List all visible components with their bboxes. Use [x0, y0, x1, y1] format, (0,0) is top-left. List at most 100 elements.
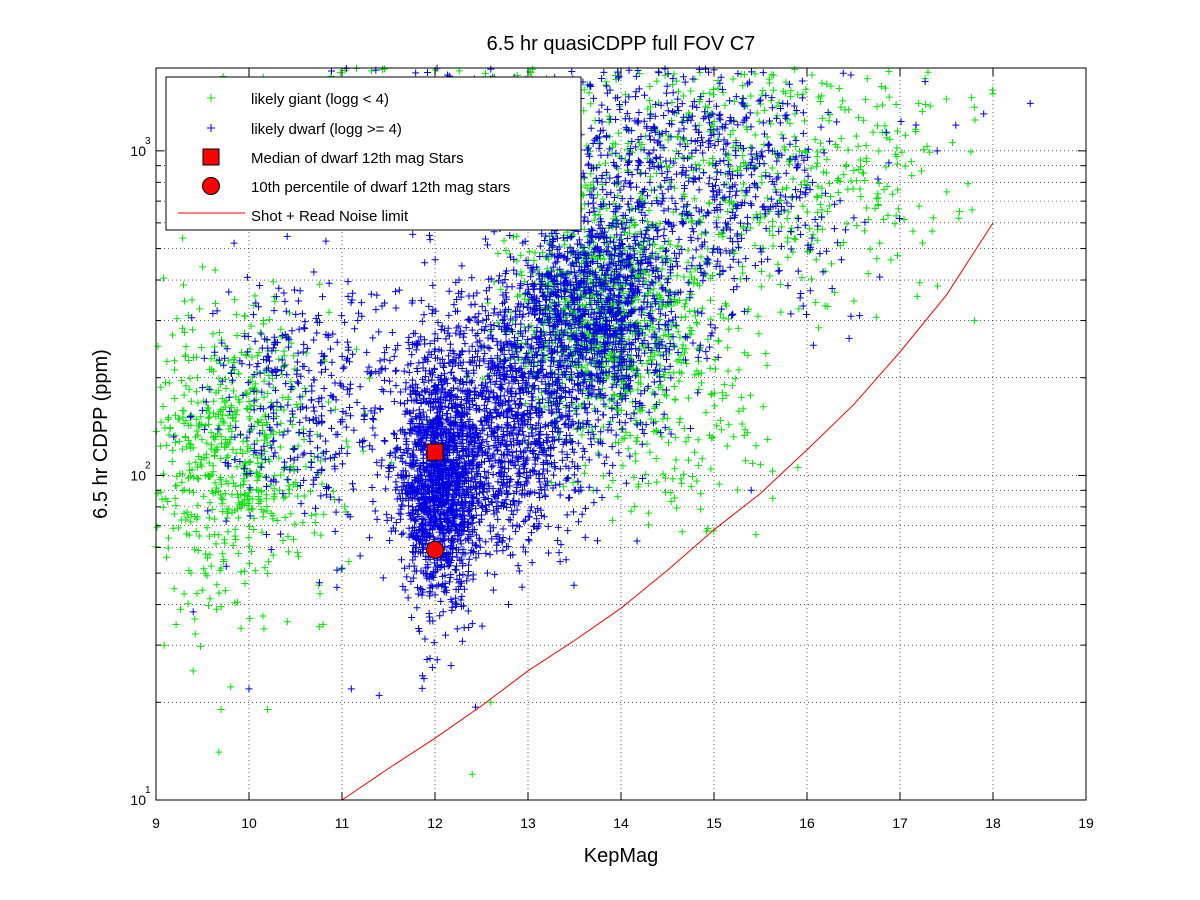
giant-point	[192, 458, 200, 466]
giant-point	[898, 148, 906, 156]
giant-point	[285, 490, 293, 498]
giant-point	[197, 413, 205, 421]
giant-point	[246, 405, 254, 413]
giant-point	[163, 357, 171, 365]
giant-point	[191, 615, 199, 623]
giant-point	[290, 467, 298, 475]
giant-point	[736, 162, 744, 170]
giant-point	[248, 353, 256, 361]
giant-point	[674, 328, 682, 336]
giant-point	[228, 473, 236, 481]
giant-point	[171, 395, 179, 403]
giant-point	[235, 370, 243, 378]
giant-point	[171, 357, 179, 365]
giant-point	[684, 246, 692, 254]
giant-point	[645, 271, 653, 279]
giant-point	[212, 540, 220, 548]
giant-point	[236, 481, 244, 489]
giant-point	[201, 569, 209, 577]
giant-point	[247, 322, 255, 330]
giant-point	[310, 529, 318, 537]
giant-point	[256, 463, 264, 471]
giant-point	[194, 501, 202, 509]
giant-point	[658, 265, 666, 273]
giant-point	[223, 397, 231, 405]
giant-point	[583, 361, 591, 369]
giant-point	[819, 168, 827, 176]
giant-point	[729, 75, 737, 83]
giant-point	[284, 548, 292, 556]
giant-point	[665, 426, 673, 434]
giant-point	[179, 487, 187, 495]
giant-point	[779, 185, 787, 193]
giant-point	[659, 371, 667, 379]
giant-point	[506, 250, 514, 258]
giant-point	[726, 199, 734, 207]
giant-point	[217, 480, 225, 488]
giant-point	[663, 414, 671, 422]
giant-point	[215, 329, 223, 337]
giant-point	[250, 514, 258, 522]
giant-point	[263, 439, 271, 447]
giant-point	[691, 371, 699, 379]
giant-point	[243, 404, 251, 412]
giant-point	[913, 292, 921, 300]
giant-point	[194, 475, 202, 483]
giant-point	[183, 530, 191, 538]
giant-point	[685, 278, 693, 286]
giant-point	[238, 498, 246, 506]
giant-point	[245, 506, 253, 514]
giant-point	[864, 216, 872, 224]
giant-point	[873, 255, 881, 263]
giant-point	[821, 302, 829, 310]
giant-point	[246, 458, 254, 466]
giant-point	[863, 75, 871, 83]
giant-point	[967, 148, 975, 156]
giant-point	[220, 557, 228, 565]
giant-point	[255, 496, 263, 504]
giant-point	[178, 478, 186, 486]
giant-point	[280, 347, 288, 355]
giant-point	[288, 421, 296, 429]
giant-point	[232, 417, 240, 425]
giant-point	[180, 419, 188, 427]
giant-point	[217, 415, 225, 423]
giant-point	[318, 480, 326, 488]
giant-point	[245, 542, 253, 550]
giant-point	[632, 416, 640, 424]
giant-point	[738, 263, 746, 271]
giant-point	[160, 470, 168, 478]
giant-point	[862, 158, 870, 166]
giant-point	[943, 188, 951, 196]
giant-point	[228, 427, 236, 435]
giant-point	[230, 387, 238, 395]
giant-point	[677, 359, 685, 367]
giant-point	[813, 192, 821, 200]
giant-point	[170, 510, 178, 518]
giant-point	[891, 220, 899, 228]
giant-point	[582, 367, 590, 375]
giant-point	[875, 179, 883, 187]
giant-point	[620, 215, 628, 223]
giant-point	[300, 436, 308, 444]
giant-point	[231, 599, 239, 607]
giant-point	[214, 487, 222, 495]
giant-point	[359, 447, 367, 455]
giant-point	[325, 398, 333, 406]
giant-point	[166, 424, 174, 432]
giant-point	[260, 377, 268, 385]
giant-point	[200, 492, 208, 500]
giant-point	[687, 87, 695, 95]
giant-point	[818, 92, 826, 100]
giant-point	[690, 195, 698, 203]
giant-point	[729, 126, 737, 134]
giant-point	[811, 136, 819, 144]
giant-point	[300, 492, 308, 500]
giant-point	[287, 339, 295, 347]
giant-point	[216, 426, 224, 434]
giant-point	[191, 630, 199, 638]
giant-point	[526, 248, 534, 256]
giant-point	[676, 333, 684, 341]
giant-point	[768, 164, 776, 172]
giant-point	[249, 505, 257, 513]
